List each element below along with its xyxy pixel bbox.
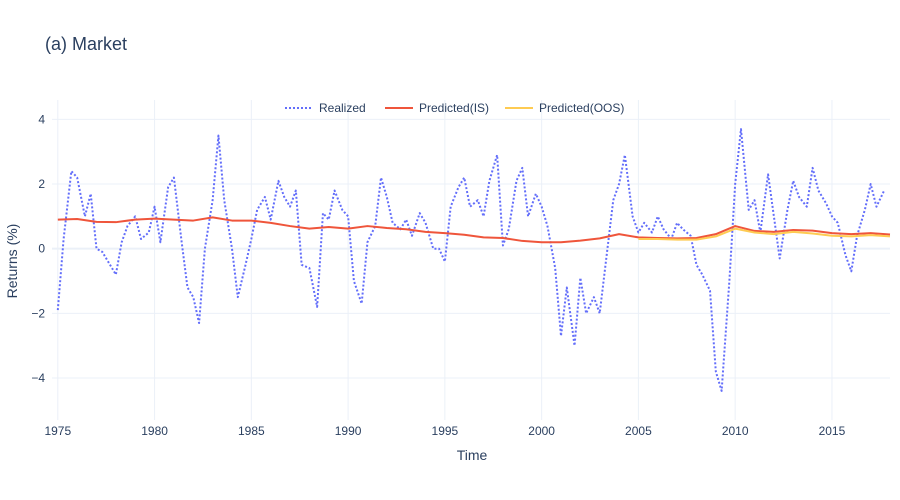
grid-layer (52, 100, 890, 420)
legend-item[interactable]: Predicted(IS) (385, 101, 489, 115)
legend-label: Predicted(IS) (419, 101, 489, 115)
x-axis-title: Time (457, 447, 488, 463)
y-tick-label: −2 (31, 306, 45, 320)
series-line-predicted-is (57, 216, 891, 244)
legend-label: Realized (319, 101, 366, 115)
x-tick-label: 2010 (722, 424, 749, 438)
series-line-predicted-oos (638, 227, 891, 241)
x-tick-label: 1985 (238, 424, 265, 438)
y-tick-label: −4 (31, 371, 45, 385)
legend-item[interactable]: Realized (285, 101, 366, 115)
y-tick-label: 0 (38, 242, 45, 256)
y-tick-label: 2 (38, 177, 45, 191)
x-tick-label: 1990 (335, 424, 362, 438)
x-tick-label: 2005 (625, 424, 652, 438)
x-tick-label: 1975 (44, 424, 71, 438)
legend[interactable]: Realized Predicted(IS) Predicted(OOS) (285, 101, 624, 115)
series-layer (56, 128, 891, 392)
x-tick-label: 2000 (528, 424, 555, 438)
x-tick-label: 1995 (432, 424, 459, 438)
x-tick-label: 2015 (819, 424, 846, 438)
legend-item[interactable]: Predicted(OOS) (505, 101, 624, 115)
x-tick-label: 1980 (141, 424, 168, 438)
y-axis-title: Returns (%) (4, 224, 20, 299)
tick-layer: 1975 1980 1985 1990 1995 2000 2005 2010 2015 −4 −2… (31, 112, 845, 438)
chart-title: (a) Market (45, 34, 127, 54)
legend-label: Predicted(OOS) (539, 101, 624, 115)
y-tick-label: 4 (38, 112, 45, 126)
